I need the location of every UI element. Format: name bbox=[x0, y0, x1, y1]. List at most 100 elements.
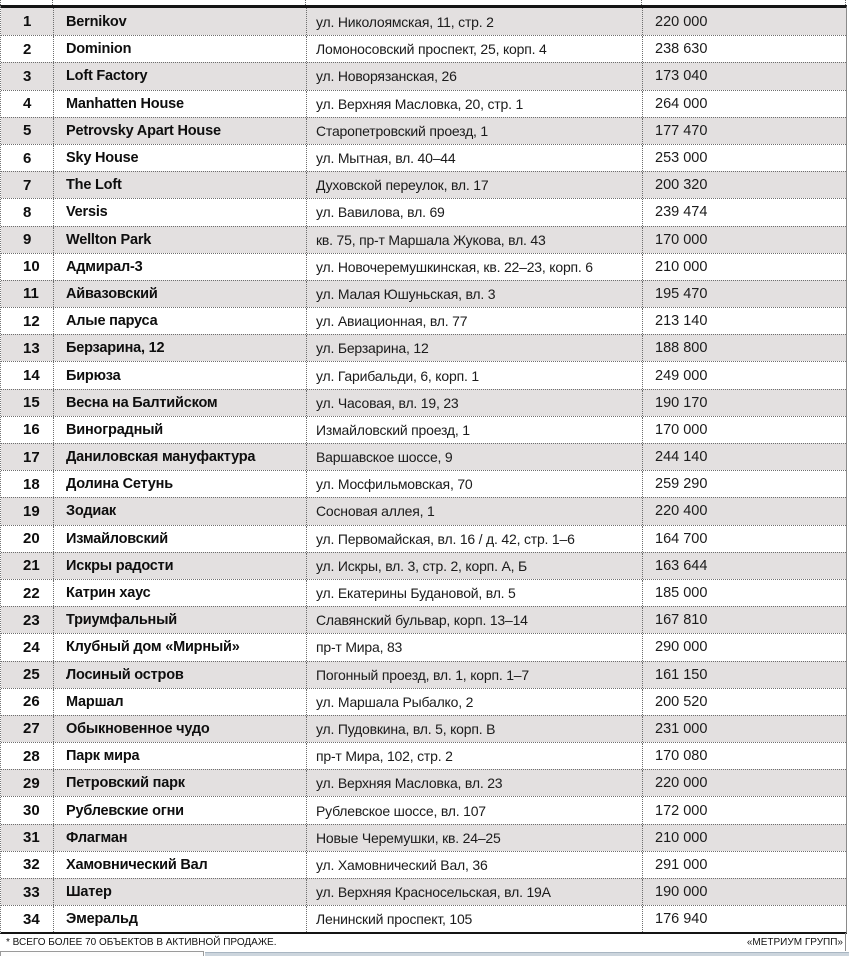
row-number-cell: 8 bbox=[23, 203, 32, 221]
table-row: 2 Dominion Ломоносовский проспект, 25, к… bbox=[1, 35, 846, 63]
project-name-cell: Триумфальный bbox=[53, 607, 306, 634]
next-figure-cut-off bbox=[0, 950, 849, 956]
address-cell: Ленинский проспект, 105 bbox=[306, 906, 642, 933]
table-row: 4 Manhatten House ул. Верхняя Масловка, … bbox=[1, 89, 846, 117]
address-cell: пр-т Мира, 102, стр. 2 bbox=[306, 743, 642, 770]
row-number-cell: 14 bbox=[23, 367, 40, 385]
project-name-cell: Адмирал-3 bbox=[53, 253, 306, 280]
project-name-cell: Петровский парк bbox=[53, 770, 306, 797]
table-body: 1 Bernikov ул. Николоямская, 11, стр. 2 … bbox=[1, 8, 846, 933]
project-name-cell: Долина Сетунь bbox=[53, 471, 306, 498]
price-cell: 238 630 bbox=[642, 36, 846, 63]
price-cell: 259 290 bbox=[642, 471, 846, 498]
price-cell: 170 000 bbox=[642, 226, 846, 253]
table-row: 26 Маршал ул. Маршала Рыбалко, 2 200 520 bbox=[1, 687, 846, 715]
table-row: 18 Долина Сетунь ул. Мосфильмовская, 70 … bbox=[1, 470, 846, 498]
table-row: 27 Обыкновенное чудо ул. Пудовкина, вл. … bbox=[1, 714, 846, 743]
price-cell: 177 470 bbox=[642, 117, 846, 144]
address-cell: Славянский бульвар, корп. 13–14 bbox=[306, 607, 642, 634]
price-cell: 161 150 bbox=[642, 661, 846, 688]
address-cell: ул. Верхняя Масловка, 20, стр. 1 bbox=[306, 90, 642, 117]
project-name-cell: Измайловский bbox=[53, 525, 306, 552]
row-number-cell: 23 bbox=[23, 611, 40, 629]
address-cell: Рублевское шоссе, вл. 107 bbox=[306, 797, 642, 824]
row-number-cell: 27 bbox=[23, 720, 40, 738]
table-row: 20 Измайловский ул. Первомайская, вл. 16… bbox=[1, 524, 846, 552]
project-name-cell: Versis bbox=[53, 199, 306, 226]
row-number-cell: 11 bbox=[23, 285, 39, 303]
price-cell: 220 000 bbox=[642, 8, 846, 36]
price-cell: 210 000 bbox=[642, 253, 846, 280]
table-row: 15 Весна на Балтийском ул. Часовая, вл. … bbox=[1, 388, 846, 416]
price-cell: 249 000 bbox=[642, 362, 846, 389]
row-number-cell: 4 bbox=[23, 95, 32, 113]
price-cell: 239 474 bbox=[642, 199, 846, 226]
table-row: 3 Loft Factory ул. Новорязанская, 26 173… bbox=[1, 62, 846, 90]
price-cell: 264 000 bbox=[642, 90, 846, 117]
table-row: 10 Адмирал-3 ул. Новочеремушкинская, кв.… bbox=[1, 252, 846, 280]
project-name-cell: Зодиак bbox=[53, 498, 306, 525]
table-row: 32 Хамовнический Вал ул. Хамовнический В… bbox=[1, 850, 846, 878]
table-row: 8 Versis ул. Вавилова, вл. 69 239 474 bbox=[1, 198, 846, 226]
column-rule-stub bbox=[52, 0, 53, 5]
table-row: 34 Эмеральд Ленинский проспект, 105 176 … bbox=[1, 905, 846, 933]
row-number-cell: 16 bbox=[23, 421, 40, 439]
column-rule-stub bbox=[845, 0, 846, 5]
table-row: 21 Искры радости ул. Искры, вл. 3, стр. … bbox=[1, 551, 846, 579]
table-row: 16 Виноградный Измайловский проезд, 1 17… bbox=[1, 415, 846, 443]
project-name-cell: Manhatten House bbox=[53, 90, 306, 117]
price-cell: 213 140 bbox=[642, 308, 846, 335]
row-number-cell: 30 bbox=[23, 802, 40, 820]
project-name-cell: Шатер bbox=[53, 879, 306, 906]
price-cell: 200 520 bbox=[642, 688, 846, 715]
row-number-cell: 34 bbox=[23, 910, 40, 928]
row-number-cell: 9 bbox=[23, 231, 32, 249]
row-number-cell: 3 bbox=[23, 67, 32, 85]
table-row: 14 Бирюза ул. Гарибальди, 6, корп. 1 249… bbox=[1, 361, 846, 389]
table-row: 12 Алые паруса ул. Авиационная, вл. 77 2… bbox=[1, 307, 846, 335]
price-cell: 220 000 bbox=[642, 770, 846, 797]
project-name-cell: Обыкновенное чудо bbox=[53, 715, 306, 743]
address-cell: пр-т Мира, 83 bbox=[306, 634, 642, 661]
price-cell: 172 000 bbox=[642, 797, 846, 824]
price-cell: 290 000 bbox=[642, 634, 846, 661]
address-cell: Погонный проезд, вл. 1, корп. 1–7 bbox=[306, 661, 642, 688]
price-cell: 170 000 bbox=[642, 416, 846, 443]
table-row: 28 Парк мира пр-т Мира, 102, стр. 2 170 … bbox=[1, 742, 846, 770]
table-row: 24 Клубный дом «Мирный» пр-т Мира, 83 29… bbox=[1, 633, 846, 661]
project-name-cell: Petrovsky Apart House bbox=[53, 117, 306, 144]
row-number-cell: 22 bbox=[23, 584, 40, 602]
table-row: 17 Даниловская мануфактура Варшавское шо… bbox=[1, 443, 846, 471]
row-number-cell: 26 bbox=[23, 693, 40, 711]
address-cell: ул. Верхняя Красносельская, вл. 19А bbox=[306, 879, 642, 906]
project-name-cell: Флагман bbox=[53, 824, 306, 851]
address-cell: ул. Малая Юшуньская, вл. 3 bbox=[306, 280, 642, 308]
row-number-cell: 2 bbox=[23, 40, 32, 58]
column-rule-stub bbox=[305, 0, 306, 5]
table-row: 30 Рублевские огни Рублевское шоссе, вл.… bbox=[1, 796, 846, 824]
price-cell: 190 170 bbox=[642, 389, 846, 416]
column-rule-stub bbox=[641, 0, 642, 5]
address-cell: ул. Авиационная, вл. 77 bbox=[306, 308, 642, 335]
row-number-cell: 5 bbox=[23, 122, 32, 140]
price-cell: 253 000 bbox=[642, 144, 846, 172]
price-cell: 200 320 bbox=[642, 172, 846, 199]
address-cell: ул. Хамовнический Вал, 36 bbox=[306, 851, 642, 878]
project-name-cell: Алые паруса bbox=[53, 308, 306, 335]
table-row: 6 Sky House ул. Мытная, вл. 40–44 253 00… bbox=[1, 143, 846, 172]
row-number-cell: 20 bbox=[23, 530, 40, 548]
price-cell: 164 700 bbox=[642, 525, 846, 552]
table-row: 11 Айвазовский ул. Малая Юшуньская, вл. … bbox=[1, 279, 846, 308]
table-row: 33 Шатер ул. Верхняя Красносельская, вл.… bbox=[1, 878, 846, 906]
table-row: 5 Petrovsky Apart House Старопетровский … bbox=[1, 116, 846, 144]
row-number-cell: 31 bbox=[23, 829, 40, 847]
address-cell: Варшавское шоссе, 9 bbox=[306, 444, 642, 471]
project-name-cell: Даниловская мануфактура bbox=[53, 444, 306, 471]
row-number-cell: 28 bbox=[23, 747, 40, 765]
price-cell: 188 800 bbox=[642, 335, 846, 362]
project-name-cell: Sky House bbox=[53, 144, 306, 172]
project-name-cell: Wellton Park bbox=[53, 226, 306, 253]
price-cell: 220 400 bbox=[642, 498, 846, 525]
row-number-cell: 21 bbox=[23, 557, 40, 575]
